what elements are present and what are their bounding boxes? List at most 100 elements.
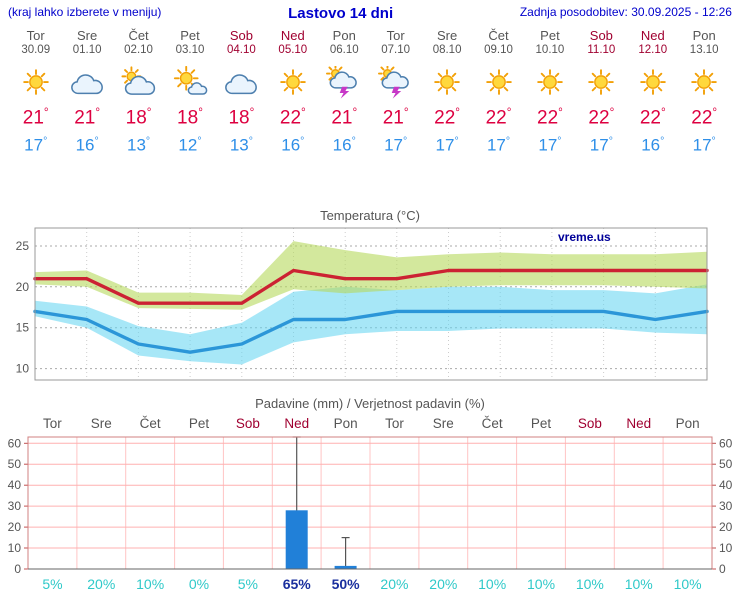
day-date: 02.10 (124, 44, 153, 56)
high-temp: 22° (691, 106, 718, 129)
low-temp: 17° (589, 135, 613, 155)
high-temp: 18° (228, 106, 255, 129)
precip-probability: 5% (42, 576, 63, 592)
precip-probability: 0% (188, 576, 210, 592)
mostly-sunny-icon (164, 63, 215, 103)
precip-day-label: Pet (530, 416, 552, 431)
precip-day-label: Tor (43, 416, 62, 431)
low-temp: 16° (281, 135, 305, 155)
day-date: 13.10 (689, 44, 719, 56)
precip-day-label: Sob (235, 416, 260, 431)
high-temp: 22° (639, 106, 666, 129)
precip-ytick-right: 40 (719, 478, 733, 492)
sunny-icon-svg (691, 69, 717, 95)
day-name: Pet (540, 28, 560, 43)
precip-probability: 20% (380, 576, 409, 592)
day-name: Pon (332, 28, 356, 43)
thunderstorm-icon-svg (377, 66, 409, 99)
day-date: 30.09 (21, 44, 51, 56)
precip-probability-row: 5% 20% 10% 0% 5% 65% 50% 20% 20% 10% 10% 10% 10% 10% (0, 576, 740, 594)
max-temp-band (35, 241, 707, 310)
precip-probability: 50% (331, 576, 360, 592)
sunny-icon (627, 63, 678, 103)
day-name: Tor (26, 28, 45, 43)
low-temp: 13° (229, 135, 253, 155)
precip-ytick-left: 20 (8, 520, 22, 534)
precip-ytick-right: 60 (719, 436, 733, 450)
day-name: Sob (589, 28, 613, 43)
day-date: 07.10 (381, 44, 411, 56)
day-name: Ned (280, 28, 305, 43)
sunny-icon (421, 63, 472, 103)
temp-ytick-label: 20 (16, 280, 30, 294)
precip-day-label: Čet (139, 416, 161, 431)
high-temp: 21° (22, 106, 49, 129)
precip-ytick-right: 20 (719, 520, 733, 534)
cloudy-icon (61, 63, 112, 103)
precip-probability: 10% (575, 576, 604, 592)
high-temp: 21° (74, 106, 101, 129)
precip-probability: 10% (478, 576, 507, 592)
precipitation-chart: 0 0 10 10 20 20 30 30 40 40 50 50 60 60 (8, 436, 733, 576)
min-temp-band (35, 284, 707, 365)
precip-probability: 10% (136, 576, 165, 592)
sunny-icon-svg (280, 69, 306, 95)
day-date: 09.10 (484, 44, 513, 56)
low-temp: 17° (692, 135, 716, 155)
high-temp: 22° (485, 106, 512, 129)
precipitation-chart-title: Padavine (mm) / Verjetnost padavin (%) (255, 396, 485, 411)
cloudy-icon-svg (71, 74, 104, 95)
sunny-icon (678, 63, 729, 103)
partly-cloudy-icon (113, 63, 164, 103)
day-name: Čet (128, 28, 149, 43)
cloudy-icon (216, 63, 267, 103)
precip-day-label: Sre (90, 416, 112, 431)
precip-ytick-left: 60 (8, 436, 22, 450)
precip-ytick-left: 30 (8, 499, 22, 513)
forecast-table: Tor 30.09 21° 17° Sre 01.10 21° 16° Čet 02.10 18° 1… (0, 24, 740, 170)
forecast-day-column: Ned 12.10 22° 16° (627, 28, 678, 170)
precip-ytick-right: 10 (719, 541, 733, 555)
sunny-icon-svg (434, 69, 460, 95)
precip-ytick-left: 0 (14, 562, 21, 576)
low-temp: 17° (538, 135, 562, 155)
precip-day-label: Pon (675, 416, 700, 431)
sunny-icon (473, 63, 524, 103)
forecast-day-column: Ned 05.10 22° 16° (267, 28, 318, 170)
forecast-day-column: Tor 30.09 21° 17° (10, 28, 61, 170)
day-date: 06.10 (329, 44, 359, 56)
precip-ytick-right: 50 (719, 457, 733, 471)
max-temp-line (33, 268, 709, 305)
page-title: Lastovo 14 dni (288, 5, 394, 22)
forecast-day-column: Pet 03.10 18° 12° (164, 28, 215, 170)
high-temp: 22° (279, 106, 306, 129)
precip-probability: 20% (87, 576, 116, 592)
precip-probability: 10% (527, 576, 556, 592)
precip-day-label: Sre (432, 416, 454, 431)
forecast-day-column: Sre 08.10 22° 17° (421, 28, 472, 170)
menu-hint: (kraj lahko izberete v meniju) (8, 5, 162, 19)
temperature-chart: 10 15 20 25 vreme.us (16, 227, 709, 381)
low-temp: 16° (641, 135, 665, 155)
sunny-icon-svg (588, 69, 615, 95)
precip-day-label: Tor (385, 416, 404, 431)
low-temp: 17° (384, 135, 408, 155)
day-date: 05.10 (278, 44, 308, 56)
precip-ytick-left: 50 (8, 457, 22, 471)
day-date: 11.10 (587, 44, 616, 56)
precip-day-label: Ned (626, 416, 652, 431)
sunny-icon (524, 63, 575, 103)
forecast-day-column: Pon 06.10 21° 16° (319, 28, 370, 170)
sunny-icon-svg (22, 69, 49, 95)
low-temp: 13° (126, 135, 151, 155)
precip-day-label: Ned (284, 416, 310, 431)
sunny-icon (576, 63, 627, 103)
low-temp: 17° (435, 135, 459, 155)
sunny-icon (267, 63, 318, 103)
watermark: vreme.us (558, 230, 611, 244)
high-temp: 21° (331, 106, 358, 129)
day-name: Ned (640, 28, 665, 43)
day-name: Sre (77, 28, 98, 43)
day-name: Pet (180, 28, 200, 43)
temperature-chart-title: Temperatura (°C) (320, 208, 420, 223)
